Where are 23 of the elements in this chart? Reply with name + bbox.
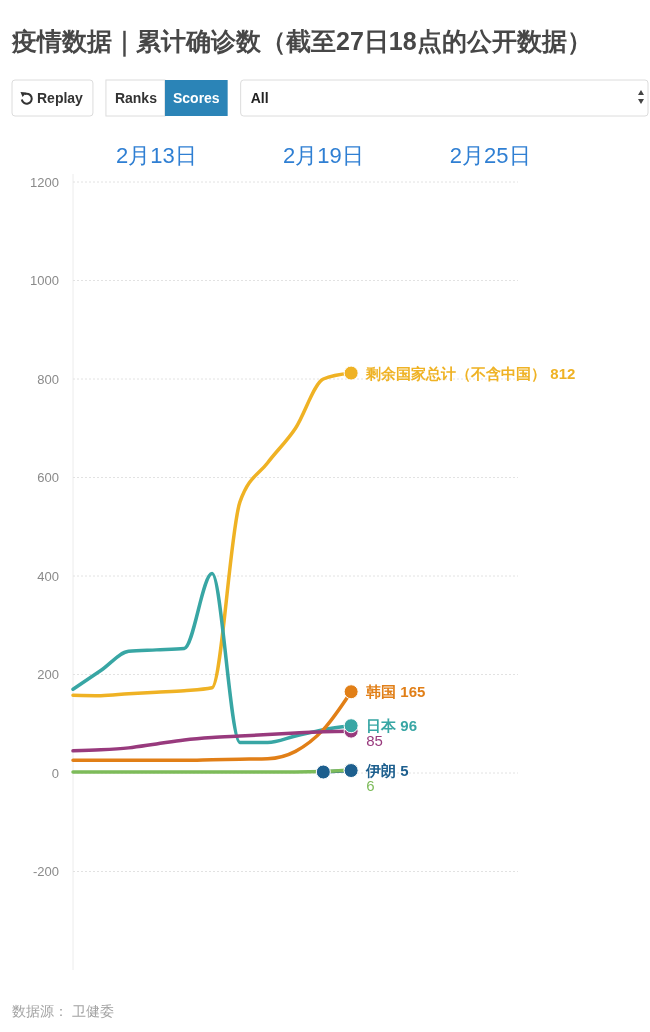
dropdown: All	[240, 79, 649, 117]
text: 日本 96	[366, 717, 417, 735]
chart-title: 疫情数据｜累计确诊数（截至27日18点的公开数据）	[11, 27, 592, 57]
text: 剩余国家总计（不含中国） 812	[366, 364, 576, 382]
point	[315, 764, 331, 780]
point	[343, 365, 359, 381]
y-tick-label: 600	[37, 470, 59, 485]
point	[343, 684, 359, 700]
point	[343, 718, 359, 734]
y-tick-label: 0	[51, 765, 59, 781]
y-tick-label: -200	[32, 864, 59, 879]
data-label: 85	[366, 732, 383, 750]
y-tick-label: 800	[37, 371, 59, 387]
y-tick-label: 200	[37, 667, 59, 682]
text: 数据源： 卫健委	[12, 1003, 114, 1019]
x-tick-label: 2月13日	[116, 142, 197, 168]
x-tick-label: 2月19日	[282, 142, 364, 168]
y-tick-label: 1200	[30, 174, 59, 190]
text: 韩国 165	[366, 683, 426, 701]
y-tick-label: 400	[37, 568, 59, 584]
text: 伊朗 5	[366, 762, 409, 780]
x-tick-label: 2月25日	[449, 142, 531, 168]
y-tick-label: 1000	[30, 273, 59, 288]
